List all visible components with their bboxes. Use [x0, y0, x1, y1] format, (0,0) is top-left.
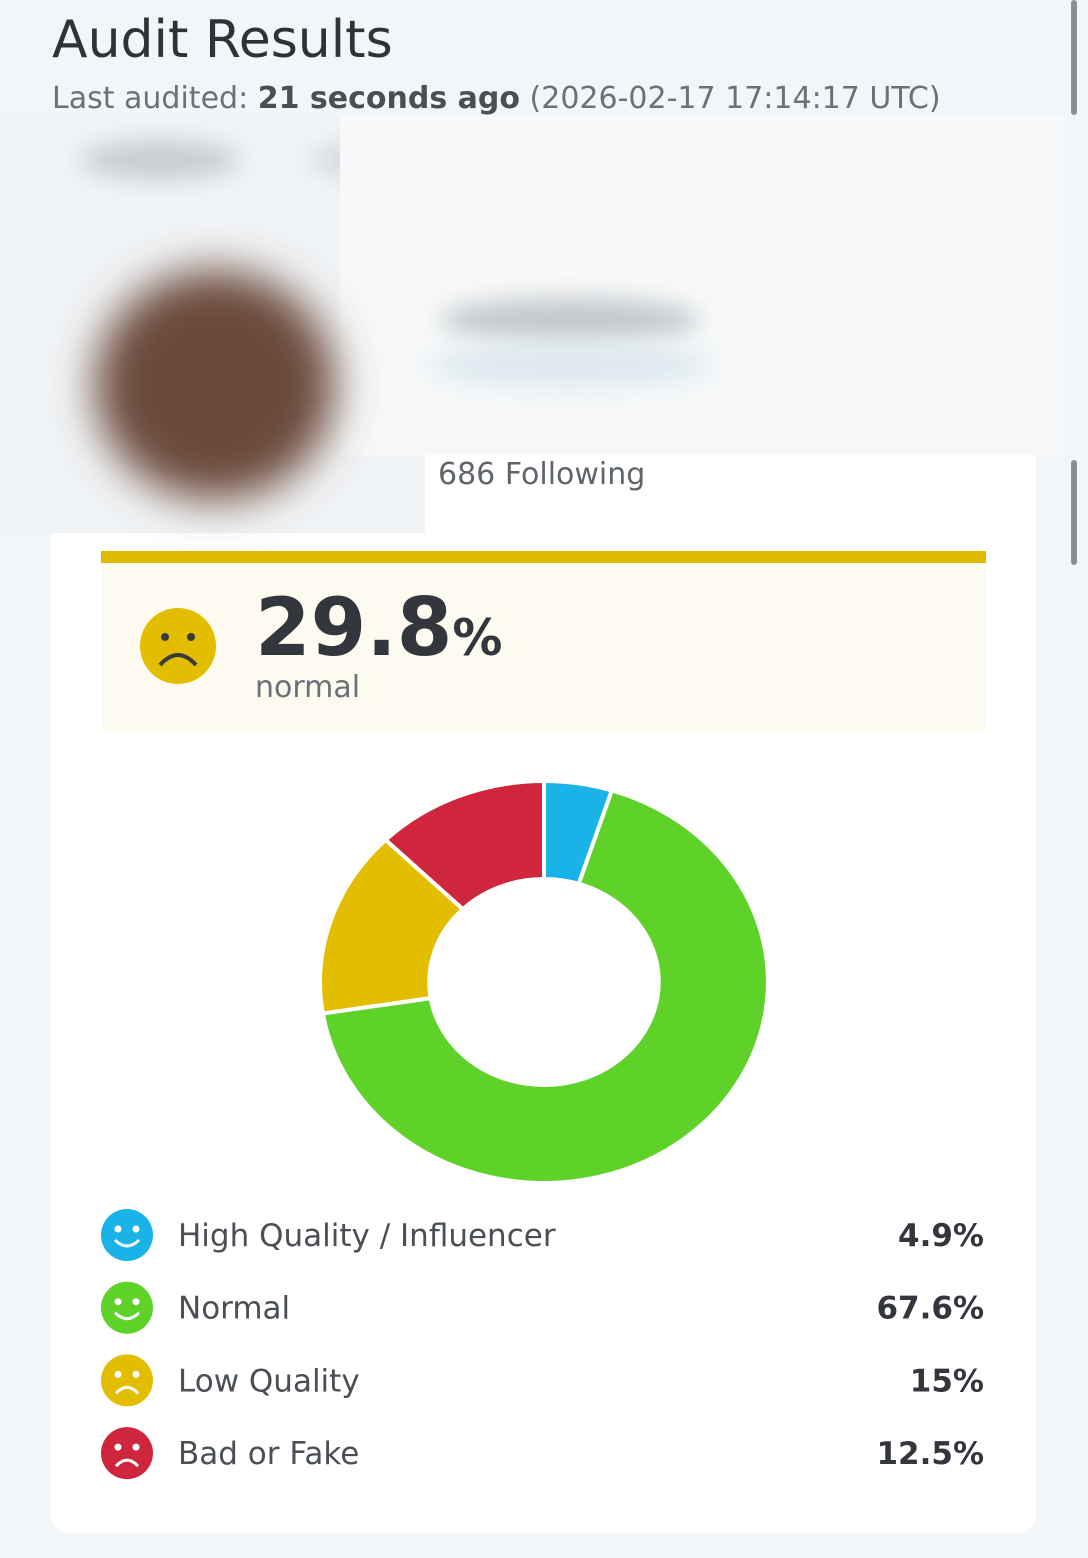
score-unit: %: [452, 609, 502, 667]
subtitle: Last audited: 21 seconds ago (2026-02-17…: [52, 81, 941, 116]
legend-icon: [101, 1209, 153, 1261]
legend-label: Bad or Fake: [178, 1436, 359, 1472]
legend-icon: [101, 1427, 153, 1480]
score-box: [101, 551, 986, 731]
scrollbar: [1071, 0, 1077, 115]
icon-eye: [132, 1298, 140, 1306]
legend-value: 67.6%: [876, 1291, 984, 1327]
relative-time: 21 seconds ago: [258, 81, 520, 116]
icon-eye: [132, 1443, 140, 1451]
donut-chart: [318, 778, 770, 1185]
icon-mouth: [113, 1311, 141, 1321]
title: Audit Results: [52, 10, 393, 70]
icon-mouth: [158, 653, 198, 667]
blurred-name: [440, 298, 700, 342]
blurred-area: [340, 115, 1065, 455]
icon-eye: [161, 633, 169, 641]
icon-eye: [132, 1225, 140, 1233]
legend-label: High Quality / Influencer: [178, 1218, 556, 1254]
following: 686 Following: [438, 457, 645, 492]
score: 29.8%: [255, 581, 503, 674]
timestamp: (2026-02-17 17:14:17 UTC): [530, 81, 941, 116]
icon-eye: [114, 1298, 122, 1306]
label: Last audited:: [52, 81, 248, 116]
score-bar: [101, 551, 986, 563]
icon-mouth: [114, 1458, 140, 1468]
legend-icon: [101, 1281, 153, 1334]
blurred-avatar: [95, 270, 335, 500]
icon-eye: [114, 1443, 122, 1451]
score-icon: [140, 608, 216, 684]
following-label: Following: [505, 457, 646, 492]
donut-segment: [382, 778, 546, 912]
following-count: 686: [438, 457, 495, 492]
blurred-tab: [80, 140, 240, 180]
legend: High Quality / Influencer 4.9% Normal 67.6%…: [101, 1209, 984, 1480]
legend-value: 12.5%: [876, 1436, 984, 1472]
legend-icon: [101, 1354, 153, 1407]
donut-segment: [320, 788, 770, 1185]
score-label: normal: [255, 670, 360, 705]
icon-mouth: [114, 1385, 140, 1395]
legend-value: 15%: [910, 1363, 984, 1399]
icon-eye: [132, 1370, 140, 1378]
icon-eye: [187, 633, 195, 641]
scrollbar: [1071, 460, 1077, 565]
legend-label: Low Quality: [178, 1363, 360, 1399]
blurred-handle: [430, 343, 710, 387]
icon-mouth: [113, 1238, 141, 1248]
icon-eye: [114, 1225, 122, 1233]
score-value: 29.8: [255, 581, 452, 674]
icon-eye: [114, 1370, 122, 1378]
legend-value: 4.9%: [898, 1218, 984, 1254]
legend-label: Normal: [178, 1291, 290, 1327]
